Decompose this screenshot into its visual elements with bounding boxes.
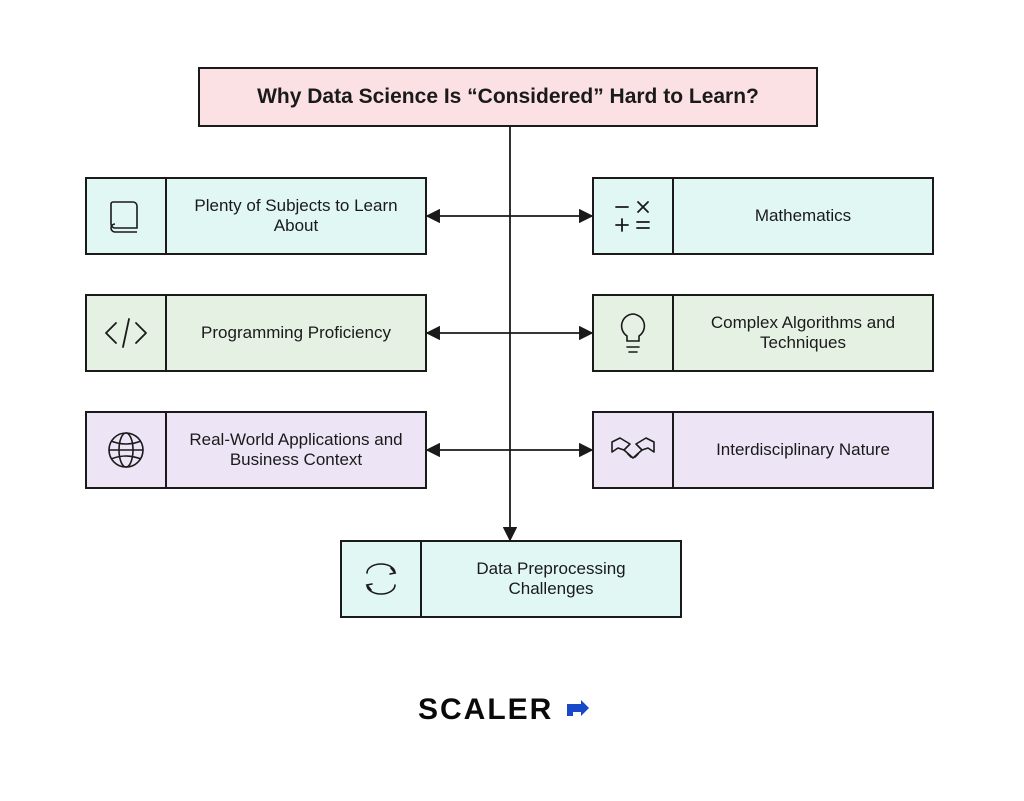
node-algorithms-label: Complex Algorithms and Techniques: [688, 313, 918, 353]
globe-icon: [87, 413, 167, 487]
node-preprocessing-label: Data Preprocessing Challenges: [436, 559, 666, 599]
node-algorithms: Complex Algorithms and Techniques: [592, 294, 934, 372]
node-realworld-label: Real-World Applications and Business Con…: [181, 430, 411, 470]
node-realworld: Real-World Applications and Business Con…: [85, 411, 427, 489]
diagram-canvas: Why Data Science Is “Considered” Hard to…: [0, 0, 1024, 801]
brand-logo-text: SCALER: [418, 693, 553, 727]
brand-logo-mark: [563, 696, 591, 724]
diagram-title: Why Data Science Is “Considered” Hard to…: [198, 67, 818, 127]
node-programming-label: Programming Proficiency: [201, 323, 391, 343]
math-icon: [594, 179, 674, 253]
node-interdisciplinary-label: Interdisciplinary Nature: [716, 440, 890, 460]
bulb-icon: [594, 296, 674, 370]
node-interdisciplinary: Interdisciplinary Nature: [592, 411, 934, 489]
diagram-title-text: Why Data Science Is “Considered” Hard to…: [257, 85, 759, 109]
node-preprocessing: Data Preprocessing Challenges: [340, 540, 682, 618]
node-subjects: Plenty of Subjects to Learn About: [85, 177, 427, 255]
brand-logo: SCALER: [418, 693, 591, 727]
node-subjects-label: Plenty of Subjects to Learn About: [181, 196, 411, 236]
node-programming: Programming Proficiency: [85, 294, 427, 372]
node-math-label: Mathematics: [755, 206, 851, 226]
code-icon: [87, 296, 167, 370]
cycle-icon: [342, 542, 422, 616]
book-icon: [87, 179, 167, 253]
node-math: Mathematics: [592, 177, 934, 255]
handshake-icon: [594, 413, 674, 487]
